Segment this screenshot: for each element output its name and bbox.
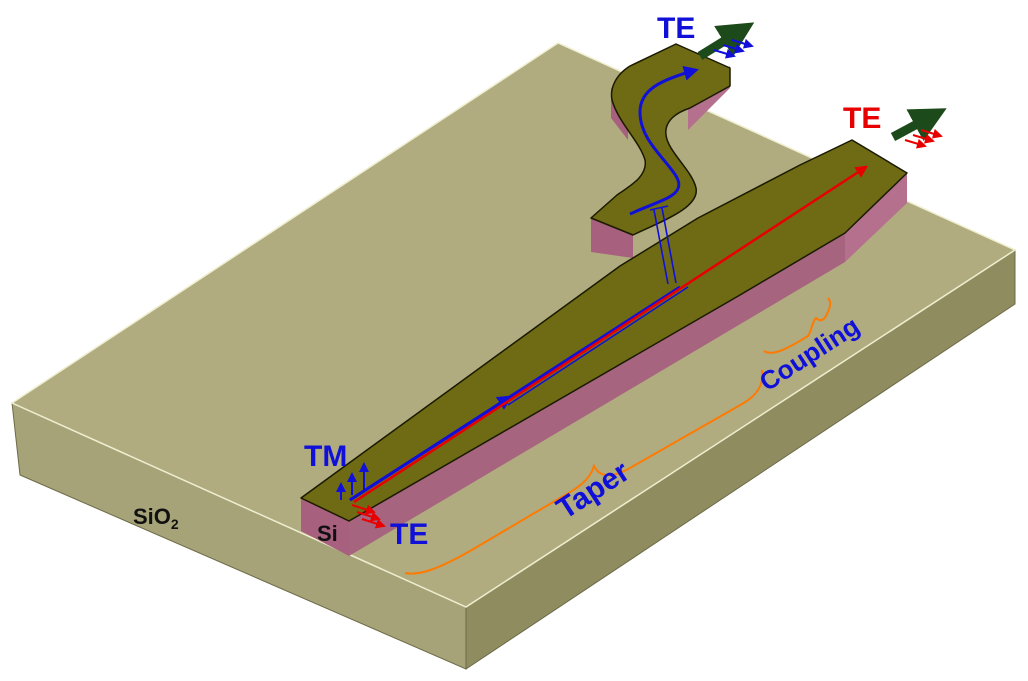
substrate-label-subscript: 2: [171, 516, 179, 532]
cross-waveguide-lower-wall: [591, 218, 633, 258]
coupling-bridge: [649, 205, 677, 285]
input-te-field-arrows: [351, 504, 386, 529]
substrate-label: SiO2: [133, 504, 179, 532]
tm-path-arrow-segment: [349, 395, 513, 502]
bus-waveguide-top: [300, 139, 908, 522]
waveguide-taper-wall: [349, 233, 845, 556]
waveguide-end-wall: [845, 173, 907, 262]
output-cross-direction-arrow: [697, 22, 755, 60]
taper-brace: [404, 369, 764, 575]
output-cross-field-arrows: [713, 38, 754, 59]
output-cross-arrows: [697, 22, 755, 60]
output-through-te-label: TE: [843, 102, 881, 135]
cross-waveguide-top: [590, 43, 731, 236]
input-tm-field-arrows: [336, 462, 369, 500]
input-tm-label: TM: [304, 440, 347, 473]
tm-return-line: [507, 286, 689, 406]
coupling-brace: [763, 297, 832, 354]
substrate-label-main: SiO: [133, 504, 171, 529]
te-cross-path: [629, 65, 699, 216]
output-through-direction-arrow: [890, 108, 947, 142]
output-through-arrows: [890, 108, 947, 149]
light-paths: [349, 65, 869, 504]
core-label: Si: [317, 521, 338, 546]
te-through-path: [353, 165, 869, 504]
si-waveguides: [300, 43, 908, 556]
output-cross-te-label: TE: [657, 12, 695, 45]
waveguide-front-wall: [301, 498, 349, 556]
output-through-field-arrows: [904, 128, 943, 149]
input-te-label: TE: [390, 518, 428, 551]
